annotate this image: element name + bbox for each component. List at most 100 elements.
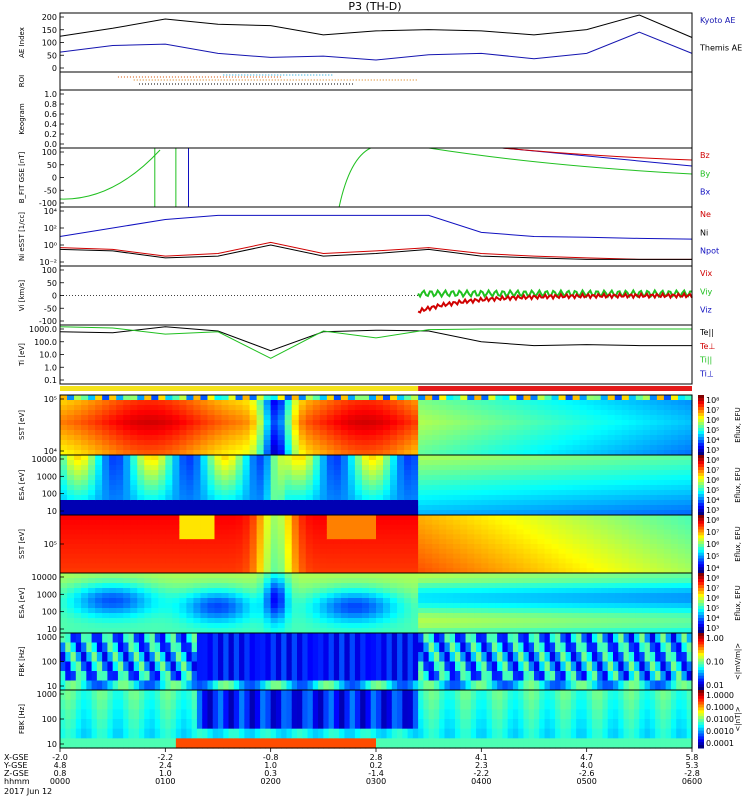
spectrogram-cell xyxy=(635,613,644,619)
spectrogram-cell xyxy=(263,515,272,521)
spectrogram-cell xyxy=(523,593,532,599)
spectrogram-cell xyxy=(270,460,279,466)
spectrogram-cell xyxy=(551,485,560,491)
spectrogram-cell xyxy=(539,680,546,691)
spectrogram-cell xyxy=(495,450,503,456)
spectrogram-cell xyxy=(544,510,553,516)
spectrogram-cell xyxy=(621,475,630,481)
spectrogram-cell xyxy=(130,435,138,441)
spectrogram-cell xyxy=(207,475,216,481)
spectrogram-cell xyxy=(460,505,468,511)
spectrogram-cell xyxy=(481,455,489,461)
spectrogram-cell xyxy=(684,583,693,589)
spectrogram-cell xyxy=(228,558,237,564)
spectrogram-cell xyxy=(593,480,602,486)
spectrogram-cell xyxy=(200,450,209,456)
spectrogram-cell xyxy=(368,480,377,486)
spectrogram-cell xyxy=(137,425,145,431)
spectrogram-cell xyxy=(397,410,405,416)
spectrogram-cell xyxy=(158,455,166,461)
spectrogram-cell xyxy=(277,539,286,545)
spectrogram-cell xyxy=(319,524,328,531)
spectrogram-cell xyxy=(642,425,651,431)
spectrogram-cell xyxy=(60,425,68,431)
spectrogram-cell xyxy=(474,500,482,506)
spectrogram-cell xyxy=(412,680,419,691)
spectrogram-cell xyxy=(523,642,530,653)
spectrogram-cell xyxy=(249,661,256,672)
spectrogram-cell xyxy=(200,519,209,526)
spectrogram-cell xyxy=(298,534,307,540)
spectrogram-cell xyxy=(460,425,468,431)
spectrogram-cell xyxy=(411,558,419,564)
spectrogram-cell xyxy=(312,588,321,594)
spectrogram-cell xyxy=(516,583,525,589)
spectrogram-cell xyxy=(123,563,131,569)
spectrogram-cell xyxy=(628,524,637,531)
spectrogram-cell xyxy=(488,495,496,501)
spectrogram-cell xyxy=(158,395,166,401)
spectrogram-cell xyxy=(390,445,398,451)
spectrogram-cell xyxy=(656,425,665,431)
spectrogram-cell xyxy=(281,633,288,644)
spectrogram-cell xyxy=(537,485,546,491)
spectrogram-cell xyxy=(81,642,87,653)
spectrogram-cell xyxy=(579,475,588,481)
spectrogram-cell xyxy=(340,534,349,540)
spectrogram-cell xyxy=(481,618,489,624)
spectrogram-cell xyxy=(323,652,330,663)
spectrogram-cell xyxy=(411,500,419,506)
spectrogram-cell xyxy=(663,529,672,535)
spectrogram-cell xyxy=(207,548,216,555)
spectrogram-cell xyxy=(95,628,103,634)
spectrogram-cell xyxy=(446,480,454,486)
spectrogram-cell xyxy=(235,435,244,441)
spectrogram-cell xyxy=(95,548,103,555)
spectrogram-cell xyxy=(383,618,391,624)
spectrogram-cell xyxy=(368,435,377,441)
spectrogram-cell xyxy=(172,395,180,401)
spectrogram-cell xyxy=(249,573,258,579)
spectrogram-cell xyxy=(600,505,609,511)
spectrogram-cell xyxy=(305,485,314,491)
spectrogram-cell xyxy=(214,415,223,421)
spectrogram-cell xyxy=(354,680,361,691)
spectrogram-cell xyxy=(474,480,482,486)
spectrogram-cell xyxy=(544,544,553,550)
spectrogram-cell xyxy=(644,642,651,653)
spectrogram-cell xyxy=(95,583,103,589)
spectrogram-cell xyxy=(530,553,539,560)
spectrogram-cell xyxy=(565,485,574,491)
spectrogram-cell xyxy=(333,613,342,619)
spectrogram-cell xyxy=(509,395,518,401)
spectrogram-cell xyxy=(179,445,187,451)
spectrogram-cell xyxy=(509,430,518,436)
spectrogram-cell xyxy=(270,425,279,431)
spectrogram-cell xyxy=(465,633,472,644)
spectrogram-cell xyxy=(179,608,187,614)
spectrogram-cell xyxy=(549,661,556,672)
spectrogram-cell xyxy=(530,450,539,456)
spectrogram-cell xyxy=(200,558,209,564)
spectrogram-cell xyxy=(144,430,152,436)
spectrogram-cell xyxy=(88,534,96,540)
spectrogram-cell xyxy=(88,400,96,406)
spectrogram-cell xyxy=(256,544,265,550)
spectrogram-cell xyxy=(677,553,686,560)
spectrogram-cell xyxy=(649,598,658,604)
spectrogram-cell xyxy=(354,460,363,466)
spectrogram-cell xyxy=(212,680,219,691)
spectrogram-cell xyxy=(607,529,616,535)
spectrogram-cell xyxy=(509,420,518,426)
spectrogram-cell xyxy=(474,618,482,624)
spectrogram-cell xyxy=(376,405,384,411)
spectrogram-cell xyxy=(635,563,644,569)
spectrogram-cell xyxy=(565,395,574,401)
spectrogram-cell xyxy=(354,485,363,491)
spectrogram-cell xyxy=(383,480,391,486)
spectrogram-cell xyxy=(460,608,468,614)
spectrogram-cell xyxy=(144,475,152,481)
spectrogram-cell xyxy=(439,470,447,476)
spectrogram-cell xyxy=(319,603,328,609)
spectrogram-cell xyxy=(212,652,219,663)
